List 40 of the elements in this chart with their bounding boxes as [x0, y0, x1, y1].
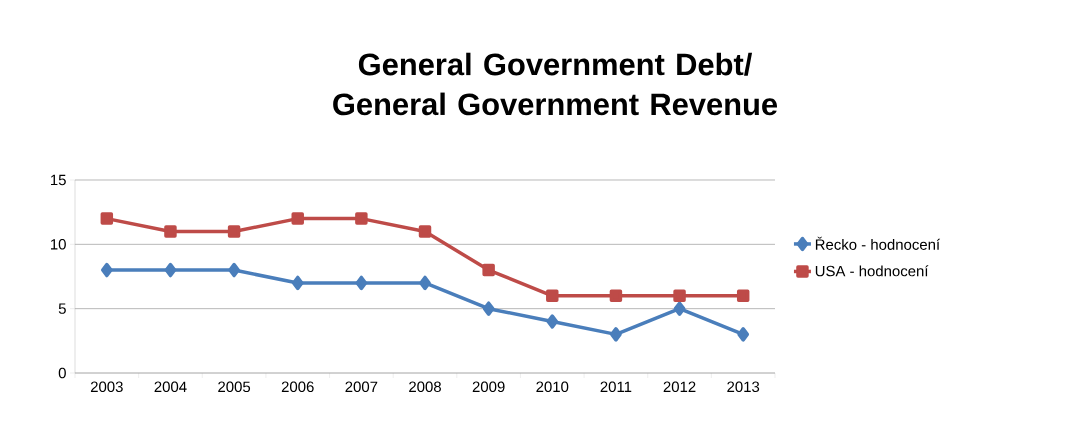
x-tick-label: 2013 [727, 381, 760, 393]
x-tick-label: 2009 [472, 381, 505, 393]
y-tick-label: 5 [58, 303, 66, 314]
point [418, 225, 432, 238]
point [736, 289, 750, 303]
x-tick-label: 2011 [600, 381, 632, 393]
point [291, 275, 304, 291]
point [100, 212, 114, 225]
point [482, 301, 495, 316]
point [164, 262, 177, 278]
point [355, 275, 368, 291]
point [609, 289, 623, 303]
point [546, 314, 559, 329]
point [673, 289, 686, 303]
x-tick-label: 2005 [218, 381, 251, 393]
x-tick-label: 2003 [90, 381, 123, 393]
legend-label: USA - hodnocení [815, 265, 929, 277]
point [164, 225, 177, 238]
x-tick-label: 2004 [154, 381, 187, 393]
point [482, 263, 495, 277]
y-tick-label: 10 [51, 239, 66, 250]
x-tick-label: 2007 [345, 381, 378, 393]
point [355, 212, 368, 225]
point [228, 262, 240, 278]
x-tick-label: 2006 [281, 381, 314, 393]
point [610, 327, 622, 342]
y-tick-label: 15 [51, 174, 66, 186]
x-tick-label: 2010 [536, 381, 569, 393]
point [291, 212, 304, 225]
point [546, 289, 559, 303]
point [227, 225, 241, 238]
x-tick-label: 2008 [409, 381, 441, 393]
y-tick-label: 0 [58, 367, 66, 379]
point [737, 327, 750, 342]
point [100, 262, 113, 278]
x-tick-label: 2012 [663, 381, 696, 393]
chart-title: General Government Debt/ General Government Revenue [333, 52, 778, 116]
legend-label: Řecko - hodnocení [815, 236, 941, 250]
point [419, 275, 431, 291]
point [673, 301, 686, 316]
